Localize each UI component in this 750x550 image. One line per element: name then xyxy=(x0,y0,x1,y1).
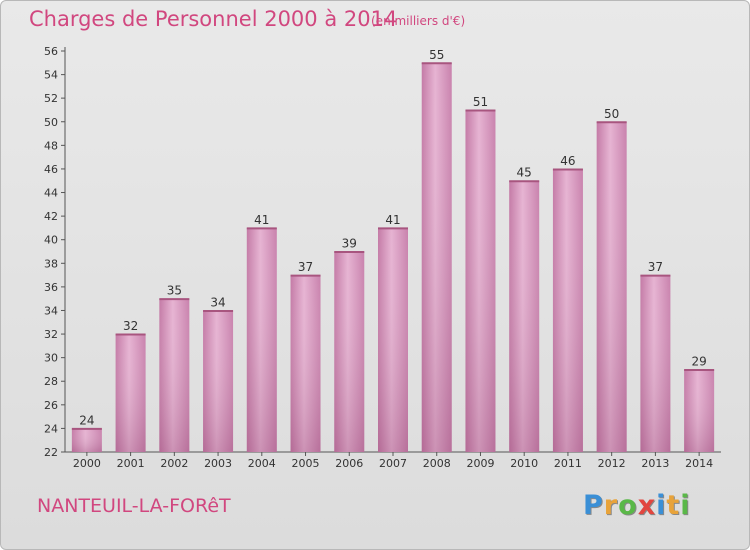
y-tick-label: 36 xyxy=(44,281,58,294)
x-tick-label: 2000 xyxy=(73,457,101,470)
x-tick-label: 2014 xyxy=(685,457,713,470)
y-tick-label: 56 xyxy=(44,45,58,58)
y-tick-label: 40 xyxy=(44,234,58,247)
logo-letter: i xyxy=(656,490,667,521)
y-tick-label: 42 xyxy=(44,210,58,223)
data-label-2009: 51 xyxy=(473,95,488,109)
x-tick-label: 2003 xyxy=(204,457,232,470)
x-tick-label: 2004 xyxy=(248,457,276,470)
logo-letter: x xyxy=(637,490,657,521)
logo-letter: r xyxy=(603,490,619,521)
y-tick-label: 46 xyxy=(44,163,58,176)
data-label-2003: 34 xyxy=(210,295,225,309)
y-tick-label: 30 xyxy=(44,352,58,365)
logo-letter: i xyxy=(680,490,691,521)
logo-letter: P xyxy=(583,490,604,521)
data-label-2010: 45 xyxy=(517,166,532,180)
data-label-2007: 41 xyxy=(385,213,400,227)
x-tick-label: 2002 xyxy=(160,457,188,470)
bar-shade-2011 xyxy=(552,168,583,453)
bar-shade-2009 xyxy=(465,109,496,453)
y-tick-label: 52 xyxy=(44,92,58,105)
x-tick-label: 2007 xyxy=(379,457,407,470)
data-label-2014: 29 xyxy=(691,354,706,368)
x-tick-label: 2013 xyxy=(641,457,669,470)
bar-shade-2006 xyxy=(334,251,365,452)
y-tick-label: 28 xyxy=(44,375,58,388)
data-label-2002: 35 xyxy=(167,284,182,298)
x-tick-label: 2010 xyxy=(510,457,538,470)
bar-shade-2002 xyxy=(159,298,190,452)
bars xyxy=(71,62,715,453)
bar-shade-2008 xyxy=(421,62,452,452)
data-label-2008: 55 xyxy=(429,48,444,62)
y-tick-label: 48 xyxy=(44,139,58,152)
bar-shade-2003 xyxy=(203,310,234,452)
logo-letter: t xyxy=(666,490,681,521)
y-tick-label: 32 xyxy=(44,328,58,341)
data-label-2006: 39 xyxy=(342,237,357,251)
data-label-2011: 46 xyxy=(560,154,575,168)
logo-letter: o xyxy=(618,490,638,521)
bar-shade-2014 xyxy=(684,369,715,452)
proxiti-logo: Proxiti xyxy=(583,490,691,521)
bar-shade-2001 xyxy=(115,334,146,452)
y-tick-label: 50 xyxy=(44,116,58,129)
data-label-2004: 41 xyxy=(254,213,269,227)
data-label-2001: 32 xyxy=(123,319,138,333)
bar-shade-2013 xyxy=(640,275,671,452)
chart-subtitle: (en milliers d'€) xyxy=(371,14,466,28)
y-tick-label: 22 xyxy=(44,446,58,459)
axes: 22 24 26 28 30 32 34 36 38 40 42 44 46 48 50 52 54 56 2000… xyxy=(44,45,721,470)
bar-shade-2007 xyxy=(378,227,408,452)
y-tick-label: 44 xyxy=(44,187,58,200)
y-tick-label: 38 xyxy=(44,257,58,270)
bar-shade-2004 xyxy=(246,227,277,452)
bar-shade-2000 xyxy=(71,428,102,452)
bar-shade-2012 xyxy=(596,121,627,452)
data-labels: 24 32 35 34 41 37 39 41 55 51 45 46 50 37 29 xyxy=(79,48,707,428)
y-tick-label: 26 xyxy=(44,399,58,412)
y-tick-label: 34 xyxy=(44,304,58,317)
x-tick-label: 2008 xyxy=(423,457,451,470)
bar-shade-2005 xyxy=(290,275,321,452)
x-tick-label: 2001 xyxy=(117,457,145,470)
data-label-2013: 37 xyxy=(648,260,663,274)
y-tick-label: 54 xyxy=(44,69,58,82)
x-tick-label: 2011 xyxy=(554,457,582,470)
data-label-2000: 24 xyxy=(79,413,94,427)
bar-shade-2010 xyxy=(509,180,540,452)
x-tick-label: 2009 xyxy=(466,457,494,470)
data-label-2012: 50 xyxy=(604,107,619,121)
x-tick-label: 2012 xyxy=(598,457,626,470)
x-tick-label: 2005 xyxy=(292,457,320,470)
y-tick-label: 24 xyxy=(44,422,58,435)
chart-title: Charges de Personnel 2000 à 2014 xyxy=(29,7,398,31)
data-label-2005: 37 xyxy=(298,260,313,274)
commune-name: NANTEUIL-LA-FORêT xyxy=(37,495,231,517)
x-tick-label: 2006 xyxy=(335,457,363,470)
